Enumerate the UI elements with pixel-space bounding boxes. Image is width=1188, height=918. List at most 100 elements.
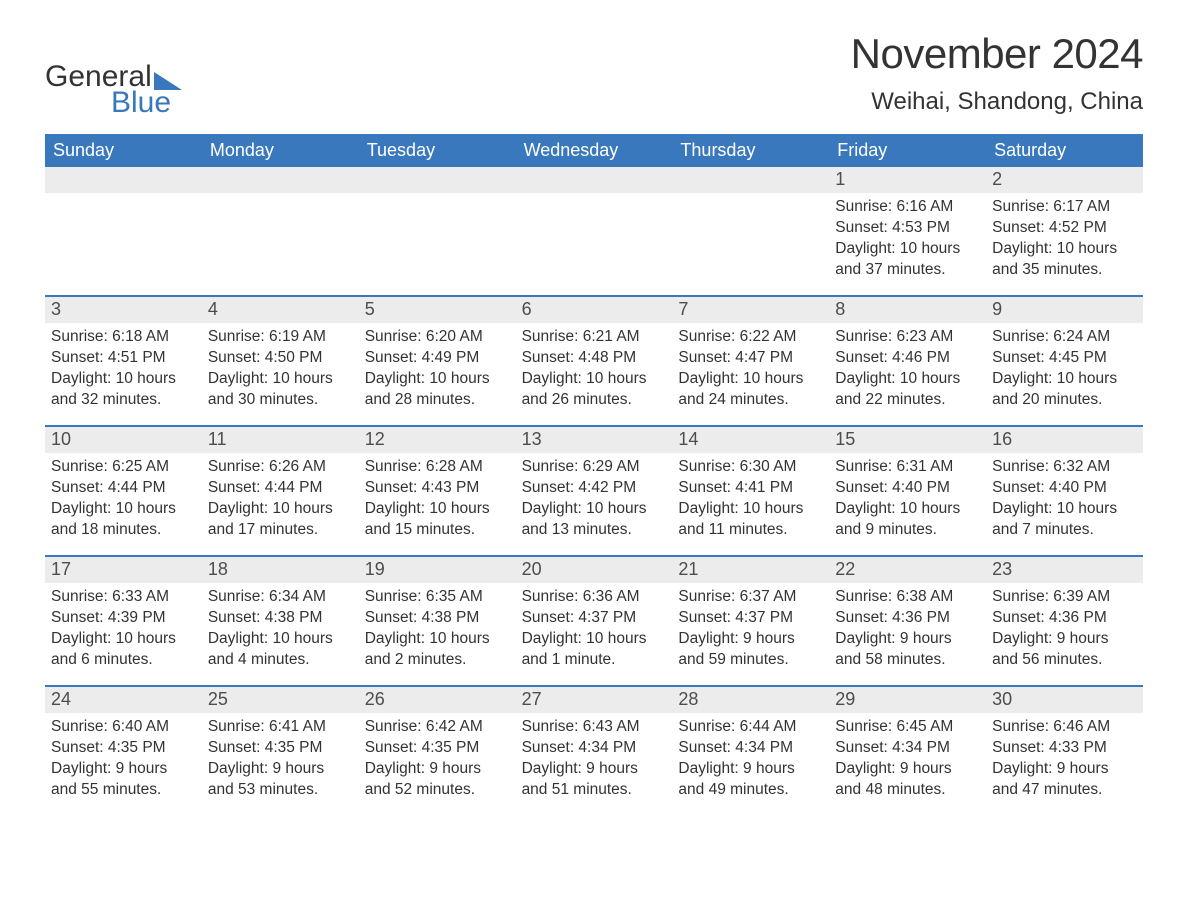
day-cell-body <box>516 193 673 289</box>
date-number: 7 <box>672 297 829 323</box>
day-cell: 1Sunrise: 6:16 AMSunset: 4:53 PMDaylight… <box>829 167 986 295</box>
sunset-text: Sunset: 4:50 PM <box>208 348 353 369</box>
sunrise-text: Sunrise: 6:43 AM <box>522 717 667 738</box>
week-row: 17Sunrise: 6:33 AMSunset: 4:39 PMDayligh… <box>45 555 1143 685</box>
day-cell: 8Sunrise: 6:23 AMSunset: 4:46 PMDaylight… <box>829 297 986 425</box>
day-cell-body: Sunrise: 6:37 AMSunset: 4:37 PMDaylight:… <box>672 583 829 683</box>
day-cell-body: Sunrise: 6:31 AMSunset: 4:40 PMDaylight:… <box>829 453 986 553</box>
daylight-text: Daylight: 10 hours and 4 minutes. <box>208 629 353 671</box>
date-number: 16 <box>986 427 1143 453</box>
sunset-text: Sunset: 4:35 PM <box>365 738 510 759</box>
day-header-cell: Sunday <box>45 134 202 167</box>
date-number: 3 <box>45 297 202 323</box>
date-number: 25 <box>202 687 359 713</box>
day-cell: 9Sunrise: 6:24 AMSunset: 4:45 PMDaylight… <box>986 297 1143 425</box>
day-cell: 7Sunrise: 6:22 AMSunset: 4:47 PMDaylight… <box>672 297 829 425</box>
date-number: 6 <box>516 297 673 323</box>
date-number: 18 <box>202 557 359 583</box>
logo: General <box>45 30 182 94</box>
sunrise-text: Sunrise: 6:30 AM <box>678 457 823 478</box>
day-cell-body: Sunrise: 6:33 AMSunset: 4:39 PMDaylight:… <box>45 583 202 683</box>
day-cell: 19Sunrise: 6:35 AMSunset: 4:38 PMDayligh… <box>359 557 516 685</box>
day-cell: 10Sunrise: 6:25 AMSunset: 4:44 PMDayligh… <box>45 427 202 555</box>
sunrise-text: Sunrise: 6:35 AM <box>365 587 510 608</box>
sunset-text: Sunset: 4:35 PM <box>208 738 353 759</box>
daylight-text: Daylight: 9 hours and 48 minutes. <box>835 759 980 801</box>
date-number: 4 <box>202 297 359 323</box>
date-number: 14 <box>672 427 829 453</box>
sunrise-text: Sunrise: 6:44 AM <box>678 717 823 738</box>
daylight-text: Daylight: 10 hours and 30 minutes. <box>208 369 353 411</box>
sunrise-text: Sunrise: 6:31 AM <box>835 457 980 478</box>
date-number: 27 <box>516 687 673 713</box>
day-cell-body <box>672 193 829 289</box>
date-number: 8 <box>829 297 986 323</box>
date-number: 10 <box>45 427 202 453</box>
day-cell-body: Sunrise: 6:29 AMSunset: 4:42 PMDaylight:… <box>516 453 673 553</box>
date-number: 20 <box>516 557 673 583</box>
day-cell-body <box>202 193 359 289</box>
sunset-text: Sunset: 4:34 PM <box>678 738 823 759</box>
day-cell-body: Sunrise: 6:40 AMSunset: 4:35 PMDaylight:… <box>45 713 202 813</box>
daylight-text: Daylight: 10 hours and 9 minutes. <box>835 499 980 541</box>
day-cell-body: Sunrise: 6:26 AMSunset: 4:44 PMDaylight:… <box>202 453 359 553</box>
daylight-text: Daylight: 10 hours and 2 minutes. <box>365 629 510 671</box>
sunset-text: Sunset: 4:37 PM <box>522 608 667 629</box>
day-cell-body: Sunrise: 6:22 AMSunset: 4:47 PMDaylight:… <box>672 323 829 423</box>
day-cell: 21Sunrise: 6:37 AMSunset: 4:37 PMDayligh… <box>672 557 829 685</box>
daylight-text: Daylight: 10 hours and 24 minutes. <box>678 369 823 411</box>
day-cell-body: Sunrise: 6:18 AMSunset: 4:51 PMDaylight:… <box>45 323 202 423</box>
day-cell-body: Sunrise: 6:28 AMSunset: 4:43 PMDaylight:… <box>359 453 516 553</box>
day-cell: 23Sunrise: 6:39 AMSunset: 4:36 PMDayligh… <box>986 557 1143 685</box>
day-cell-body: Sunrise: 6:36 AMSunset: 4:37 PMDaylight:… <box>516 583 673 683</box>
day-cell-body: Sunrise: 6:19 AMSunset: 4:50 PMDaylight:… <box>202 323 359 423</box>
sunrise-text: Sunrise: 6:41 AM <box>208 717 353 738</box>
sunset-text: Sunset: 4:42 PM <box>522 478 667 499</box>
sunset-text: Sunset: 4:49 PM <box>365 348 510 369</box>
daylight-text: Daylight: 10 hours and 18 minutes. <box>51 499 196 541</box>
sunrise-text: Sunrise: 6:17 AM <box>992 197 1137 218</box>
day-cell-body: Sunrise: 6:45 AMSunset: 4:34 PMDaylight:… <box>829 713 986 813</box>
week-row: 24Sunrise: 6:40 AMSunset: 4:35 PMDayligh… <box>45 685 1143 815</box>
sunrise-text: Sunrise: 6:24 AM <box>992 327 1137 348</box>
sunset-text: Sunset: 4:41 PM <box>678 478 823 499</box>
sunset-text: Sunset: 4:51 PM <box>51 348 196 369</box>
day-cell: 27Sunrise: 6:43 AMSunset: 4:34 PMDayligh… <box>516 687 673 815</box>
sunrise-text: Sunrise: 6:36 AM <box>522 587 667 608</box>
sunset-text: Sunset: 4:36 PM <box>992 608 1137 629</box>
day-cell: 16Sunrise: 6:32 AMSunset: 4:40 PMDayligh… <box>986 427 1143 555</box>
day-cell-body: Sunrise: 6:42 AMSunset: 4:35 PMDaylight:… <box>359 713 516 813</box>
sunrise-text: Sunrise: 6:46 AM <box>992 717 1137 738</box>
sunset-text: Sunset: 4:44 PM <box>208 478 353 499</box>
date-number: 29 <box>829 687 986 713</box>
day-cell-body: Sunrise: 6:46 AMSunset: 4:33 PMDaylight:… <box>986 713 1143 813</box>
daylight-text: Daylight: 9 hours and 55 minutes. <box>51 759 196 801</box>
day-cell-body: Sunrise: 6:21 AMSunset: 4:48 PMDaylight:… <box>516 323 673 423</box>
sunrise-text: Sunrise: 6:32 AM <box>992 457 1137 478</box>
date-number: 24 <box>45 687 202 713</box>
daylight-text: Daylight: 10 hours and 7 minutes. <box>992 499 1137 541</box>
day-cell-body: Sunrise: 6:32 AMSunset: 4:40 PMDaylight:… <box>986 453 1143 553</box>
sunrise-text: Sunrise: 6:21 AM <box>522 327 667 348</box>
sunrise-text: Sunrise: 6:37 AM <box>678 587 823 608</box>
day-cell-body: Sunrise: 6:17 AMSunset: 4:52 PMDaylight:… <box>986 193 1143 293</box>
day-header-cell: Wednesday <box>516 134 673 167</box>
week-row: 1Sunrise: 6:16 AMSunset: 4:53 PMDaylight… <box>45 167 1143 295</box>
day-header-cell: Tuesday <box>359 134 516 167</box>
sunset-text: Sunset: 4:35 PM <box>51 738 196 759</box>
daylight-text: Daylight: 10 hours and 20 minutes. <box>992 369 1137 411</box>
sunset-text: Sunset: 4:53 PM <box>835 218 980 239</box>
daylight-text: Daylight: 9 hours and 56 minutes. <box>992 629 1137 671</box>
sunrise-text: Sunrise: 6:25 AM <box>51 457 196 478</box>
date-number <box>359 167 516 193</box>
date-number: 19 <box>359 557 516 583</box>
day-cell <box>516 167 673 295</box>
day-cell: 26Sunrise: 6:42 AMSunset: 4:35 PMDayligh… <box>359 687 516 815</box>
daylight-text: Daylight: 9 hours and 58 minutes. <box>835 629 980 671</box>
day-cell: 12Sunrise: 6:28 AMSunset: 4:43 PMDayligh… <box>359 427 516 555</box>
weeks-container: 1Sunrise: 6:16 AMSunset: 4:53 PMDaylight… <box>45 167 1143 815</box>
day-cell-body <box>45 193 202 289</box>
sunrise-text: Sunrise: 6:19 AM <box>208 327 353 348</box>
daylight-text: Daylight: 9 hours and 47 minutes. <box>992 759 1137 801</box>
sunset-text: Sunset: 4:40 PM <box>835 478 980 499</box>
